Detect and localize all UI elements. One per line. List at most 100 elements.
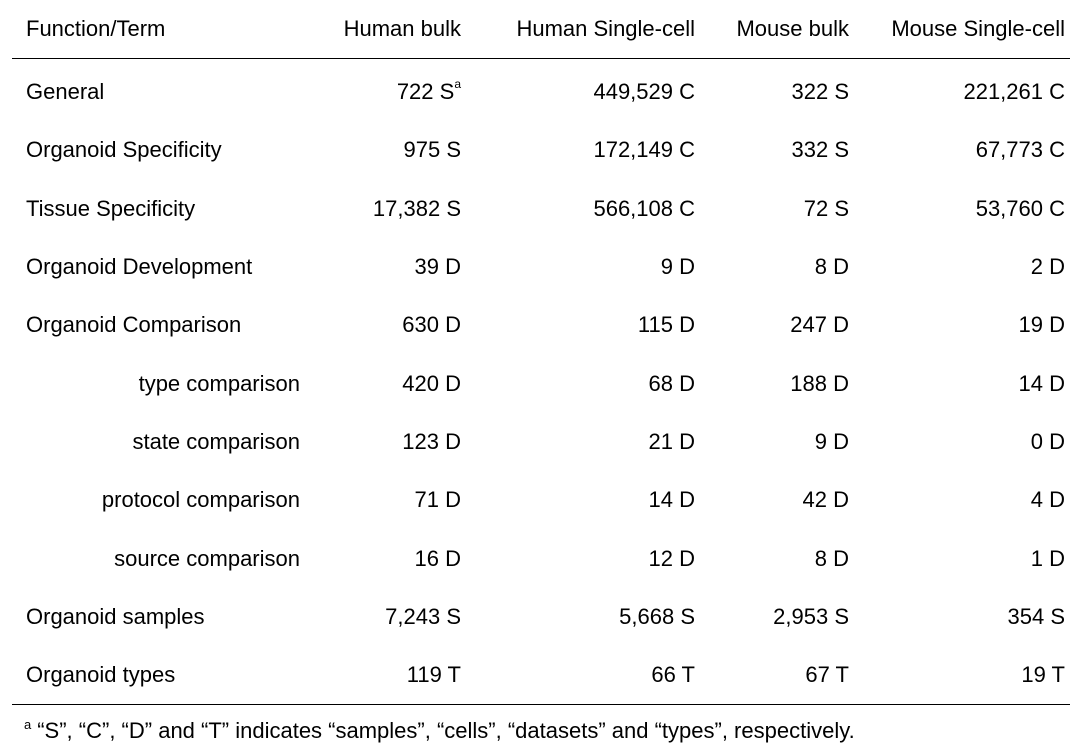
value-cell-mouse-single-cell: 53,760 C bbox=[854, 180, 1070, 238]
cell-value: 221,261 C bbox=[963, 79, 1065, 105]
table-row: Organoid types 119 T 66 T 67 T 19 T bbox=[12, 645, 1070, 706]
sub-term-cell: type comparison bbox=[138, 370, 300, 396]
value-cell-human-single-cell: 115 D bbox=[466, 296, 700, 354]
table-row: source comparison 16 D 12 D 8 D 1 D bbox=[12, 529, 1070, 587]
cell-value: 566,108 C bbox=[593, 195, 695, 221]
cell-value: 332 S bbox=[791, 137, 850, 163]
value-cell-mouse-bulk: 9 D bbox=[700, 413, 854, 471]
value-cell-human-single-cell: 5,668 S bbox=[466, 588, 700, 646]
cell-value: 1 D bbox=[1030, 545, 1065, 571]
cell-value: 66 T bbox=[651, 662, 695, 688]
cell-value: 14 D bbox=[648, 487, 695, 513]
cell-value: 39 D bbox=[414, 254, 461, 280]
table-row: Organoid Development 39 D 9 D 8 D 2 D bbox=[12, 238, 1070, 296]
column-header-human-single-cell: Human Single-cell bbox=[466, 0, 700, 59]
value-cell-mouse-bulk: 322 S bbox=[700, 59, 854, 122]
cell-value: 7,243 S bbox=[385, 603, 461, 629]
value-cell-mouse-single-cell: 2 D bbox=[854, 238, 1070, 296]
value-cell-mouse-single-cell: 14 D bbox=[854, 354, 1070, 412]
term-cell: General bbox=[26, 79, 105, 105]
cell-value: 67,773 C bbox=[975, 137, 1065, 163]
table-row: Tissue Specificity 17,382 S 566,108 C 72 S 5… bbox=[12, 180, 1070, 238]
table-body: General 722 Sa 449,529 C 322 S 221,261 C Orga… bbox=[12, 59, 1070, 706]
cell-value: 172,149 C bbox=[593, 137, 695, 163]
value-cell-human-bulk: 17,382 S bbox=[300, 180, 466, 238]
table-row: protocol comparison 71 D 14 D 42 D 4 D bbox=[12, 471, 1070, 529]
footnote-marker: a bbox=[24, 717, 32, 732]
cell-value: 8 D bbox=[814, 254, 849, 280]
table-row: General 722 Sa 449,529 C 322 S 221,261 C bbox=[12, 59, 1070, 122]
value-cell-human-bulk: 630 D bbox=[300, 296, 466, 354]
cell-value: 21 D bbox=[648, 428, 695, 454]
cell-value: 72 S bbox=[803, 195, 849, 221]
column-header-human-bulk: Human bulk bbox=[300, 0, 466, 59]
value-cell-mouse-single-cell: 1 D bbox=[854, 529, 1070, 587]
column-header-mouse-single-cell: Mouse Single-cell bbox=[854, 0, 1070, 59]
column-header-function-term: Function/Term bbox=[12, 0, 300, 59]
cell-value: 68 D bbox=[648, 370, 695, 396]
term-cell: Organoid Development bbox=[26, 254, 253, 280]
value-cell-human-single-cell: 66 T bbox=[466, 645, 700, 706]
value-cell-mouse-single-cell: 19 T bbox=[854, 645, 1070, 706]
cell-value: 420 D bbox=[402, 370, 461, 396]
table-header: Function/Term Human bulk Human Single-ce… bbox=[12, 0, 1070, 59]
value-cell-human-single-cell: 21 D bbox=[466, 413, 700, 471]
value-cell-human-single-cell: 172,149 C bbox=[466, 121, 700, 179]
value-cell-human-single-cell: 449,529 C bbox=[466, 59, 700, 122]
sub-term-cell: source comparison bbox=[114, 545, 300, 571]
value-cell-human-bulk: 39 D bbox=[300, 238, 466, 296]
value-cell-human-bulk: 16 D bbox=[300, 529, 466, 587]
table-row: Organoid Specificity 975 S 172,149 C 332 S 6… bbox=[12, 121, 1070, 179]
cell-value: 630 D bbox=[402, 312, 461, 338]
value-cell-mouse-single-cell: 354 S bbox=[854, 588, 1070, 646]
cell-value: 449,529 C bbox=[593, 79, 695, 105]
table-row: state comparison 123 D 21 D 9 D 0 D bbox=[12, 413, 1070, 471]
value-cell-mouse-bulk: 8 D bbox=[700, 238, 854, 296]
term-cell: Organoid Comparison bbox=[26, 312, 242, 338]
cell-value: 8 D bbox=[814, 545, 849, 571]
value-cell-human-bulk: 119 T bbox=[300, 645, 466, 706]
cell-value: 71 D bbox=[414, 487, 461, 513]
sub-term-cell: state comparison bbox=[132, 428, 300, 454]
value-cell-mouse-bulk: 8 D bbox=[700, 529, 854, 587]
value-cell-mouse-bulk: 2,953 S bbox=[700, 588, 854, 646]
value-cell-human-bulk: 71 D bbox=[300, 471, 466, 529]
cell-value: 119 T bbox=[406, 662, 461, 688]
cell-value: 5,668 S bbox=[619, 603, 695, 629]
table-row: Organoid samples 7,243 S 5,668 S 2,953 S 354… bbox=[12, 588, 1070, 646]
value-cell-mouse-single-cell: 67,773 C bbox=[854, 121, 1070, 179]
cell-value: 9 D bbox=[660, 254, 695, 280]
value-cell-human-bulk: 7,243 S bbox=[300, 588, 466, 646]
value-cell-mouse-single-cell: 0 D bbox=[854, 413, 1070, 471]
cell-value: 123 D bbox=[402, 428, 461, 454]
footnote-reference: a bbox=[454, 77, 461, 92]
value-cell-mouse-single-cell: 4 D bbox=[854, 471, 1070, 529]
value-cell-human-bulk: 420 D bbox=[300, 354, 466, 412]
value-cell-human-single-cell: 14 D bbox=[466, 471, 700, 529]
cell-value: 722 S bbox=[396, 79, 455, 105]
cell-value: 19 T bbox=[1021, 662, 1065, 688]
cell-value: 9 D bbox=[814, 428, 849, 454]
value-cell-mouse-bulk: 67 T bbox=[700, 645, 854, 706]
header-row: Function/Term Human bulk Human Single-ce… bbox=[12, 0, 1070, 59]
value-cell-mouse-single-cell: 221,261 C bbox=[854, 59, 1070, 122]
term-cell: Organoid samples bbox=[26, 603, 205, 629]
cell-value: 17,382 S bbox=[372, 195, 461, 221]
summary-table: Function/Term Human bulk Human Single-ce… bbox=[12, 0, 1070, 706]
value-cell-mouse-bulk: 42 D bbox=[700, 471, 854, 529]
term-cell: Organoid types bbox=[12, 645, 300, 706]
column-header-mouse-bulk: Mouse bulk bbox=[700, 0, 854, 59]
cell-value: 0 D bbox=[1030, 428, 1065, 454]
cell-value: 247 D bbox=[790, 312, 849, 338]
cell-value: 354 S bbox=[1007, 603, 1066, 629]
cell-value: 67 T bbox=[805, 662, 849, 688]
summary-table-container: Function/Term Human bulk Human Single-ce… bbox=[12, 0, 1070, 706]
value-cell-human-single-cell: 12 D bbox=[466, 529, 700, 587]
cell-value: 188 D bbox=[790, 370, 849, 396]
value-cell-human-single-cell: 9 D bbox=[466, 238, 700, 296]
cell-value: 12 D bbox=[648, 545, 695, 571]
cell-value: 16 D bbox=[414, 545, 461, 571]
value-cell-mouse-bulk: 247 D bbox=[700, 296, 854, 354]
value-cell-human-single-cell: 566,108 C bbox=[466, 180, 700, 238]
value-cell-mouse-single-cell: 19 D bbox=[854, 296, 1070, 354]
